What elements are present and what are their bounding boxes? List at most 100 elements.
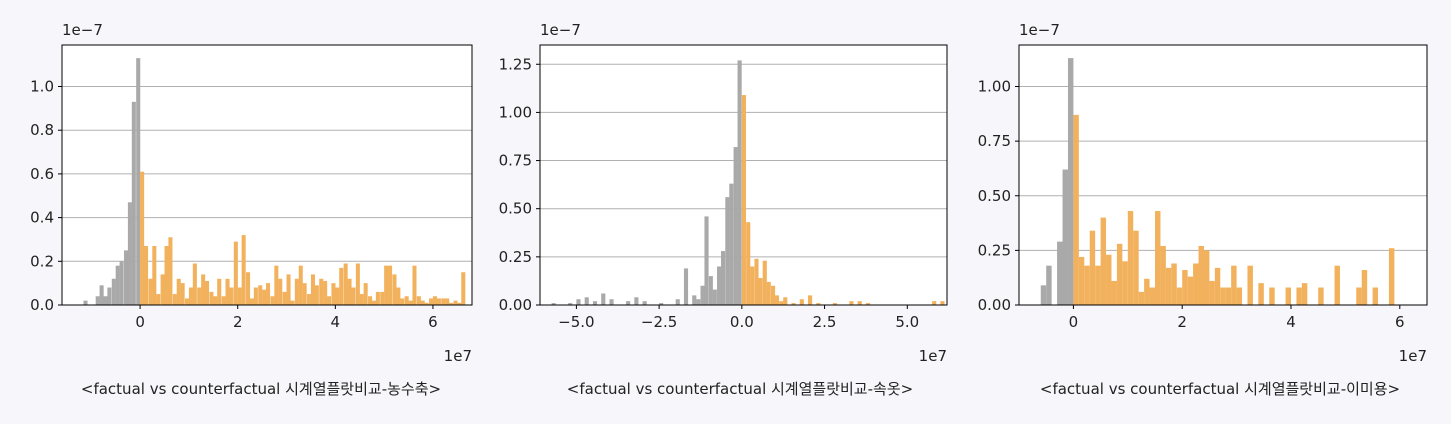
histogram-bar bbox=[1057, 241, 1063, 305]
histogram-bar bbox=[626, 301, 631, 305]
x-tick-label: −2.5 bbox=[641, 313, 677, 331]
histogram-bar bbox=[754, 258, 759, 305]
histogram-bar bbox=[1122, 261, 1128, 305]
y-tick-label: 0.50 bbox=[499, 200, 532, 218]
x-tick-label: 4 bbox=[1286, 313, 1296, 331]
histogram-bar bbox=[1231, 265, 1237, 305]
histogram-bar bbox=[1133, 230, 1139, 305]
y-tick-label: 0.0 bbox=[30, 296, 54, 314]
chart-caption-1: <factual vs counterfactual 시계열플랏비교-농수축> bbox=[80, 380, 442, 398]
histogram-bar bbox=[375, 291, 380, 305]
histogram-bar bbox=[103, 296, 108, 305]
histogram-bar bbox=[737, 60, 742, 305]
histogram-bar bbox=[197, 287, 202, 305]
histogram-bar bbox=[733, 147, 738, 305]
y-tick-label: 0.75 bbox=[499, 152, 532, 170]
y-tick-label: 0.4 bbox=[30, 209, 54, 227]
histogram-bar bbox=[750, 266, 755, 305]
histogram-bar bbox=[1084, 265, 1090, 305]
histogram-bar bbox=[111, 278, 116, 305]
histogram-bar bbox=[1116, 243, 1123, 305]
histogram-bar bbox=[319, 278, 324, 305]
histogram-bar bbox=[205, 280, 210, 305]
histogram-bar bbox=[441, 298, 446, 305]
histogram-bar bbox=[408, 300, 413, 305]
histogram-bar bbox=[568, 303, 573, 305]
histogram-bar bbox=[717, 266, 722, 305]
histogram-bar bbox=[1078, 256, 1085, 305]
y-tick-label: 0.00 bbox=[978, 296, 1011, 314]
histogram-bar bbox=[115, 265, 120, 305]
histogram-bar bbox=[355, 263, 360, 305]
y-tick-label: 0.2 bbox=[30, 252, 54, 270]
histogram-bar bbox=[160, 274, 165, 305]
histogram-bar bbox=[249, 298, 254, 305]
histogram-bar bbox=[720, 251, 726, 305]
histogram-bar bbox=[683, 268, 689, 305]
histogram-bar bbox=[1171, 263, 1177, 305]
histogram-bar bbox=[609, 299, 614, 305]
histogram-bar bbox=[392, 274, 397, 305]
histogram-bar bbox=[176, 278, 181, 305]
histogram-bar bbox=[164, 246, 169, 305]
histogram-bar bbox=[1247, 265, 1253, 305]
histogram-bar bbox=[282, 291, 287, 305]
histogram-bar bbox=[221, 296, 226, 305]
histogram-bar bbox=[388, 265, 393, 305]
histogram-bar bbox=[144, 246, 149, 305]
histogram-bar bbox=[172, 294, 177, 305]
histogram-bar bbox=[1160, 246, 1166, 305]
histogram-bar bbox=[932, 301, 937, 305]
histogram-bar bbox=[286, 274, 291, 305]
histogram-bar bbox=[1356, 287, 1362, 305]
histogram-bar bbox=[816, 303, 821, 305]
histogram-bar bbox=[270, 296, 275, 305]
histogram-bar bbox=[766, 281, 771, 305]
histogram-bar bbox=[201, 274, 206, 305]
histogram-bar bbox=[258, 285, 263, 305]
histogram-bar bbox=[1067, 58, 1074, 305]
histogram-bar bbox=[857, 301, 862, 305]
histogram-bar bbox=[331, 283, 336, 305]
histogram-bar bbox=[741, 95, 746, 306]
histogram-bar bbox=[770, 285, 776, 305]
y-tick-label: 1.00 bbox=[499, 103, 532, 121]
histogram-bar bbox=[274, 265, 279, 305]
histogram-bar bbox=[704, 216, 709, 305]
plot-frame bbox=[1018, 44, 1428, 306]
histogram-bar bbox=[1138, 291, 1145, 305]
histogram-bar bbox=[420, 300, 425, 305]
histogram-bar bbox=[339, 267, 344, 305]
histogram-bar bbox=[290, 300, 295, 305]
histogram-bar bbox=[119, 261, 124, 305]
x-tick-label: 6 bbox=[428, 313, 438, 331]
y-axis-multiplier: 1e−7 bbox=[540, 21, 581, 39]
histogram-bar bbox=[551, 303, 556, 305]
histogram-bar bbox=[1203, 250, 1210, 305]
plot-frame bbox=[539, 44, 948, 306]
histogram-bar bbox=[779, 301, 784, 305]
histogram-bar bbox=[642, 301, 647, 305]
y-tick-label: 0.6 bbox=[30, 165, 54, 183]
x-tick-label: 2 bbox=[233, 313, 243, 331]
histogram-bar bbox=[1209, 280, 1215, 305]
histogram-bar bbox=[1193, 263, 1199, 305]
histogram-bar bbox=[335, 287, 340, 305]
histogram-bar bbox=[396, 287, 401, 305]
histogram-bar bbox=[416, 296, 421, 305]
x-tick-label: 0 bbox=[1069, 313, 1079, 331]
histogram-bar bbox=[302, 283, 307, 305]
histogram-bar bbox=[217, 278, 222, 305]
histogram-bar bbox=[758, 278, 763, 305]
histogram-bar bbox=[799, 299, 804, 305]
histogram-bar bbox=[453, 300, 458, 305]
histogram-bar bbox=[808, 295, 813, 305]
histogram-bar bbox=[1144, 278, 1150, 305]
histogram-bar bbox=[307, 294, 312, 305]
histogram-bar bbox=[712, 289, 717, 305]
histogram-bar bbox=[692, 295, 697, 305]
histogram-bar bbox=[180, 283, 185, 305]
histogram-bar bbox=[127, 202, 132, 305]
histogram-bar bbox=[1089, 230, 1096, 305]
